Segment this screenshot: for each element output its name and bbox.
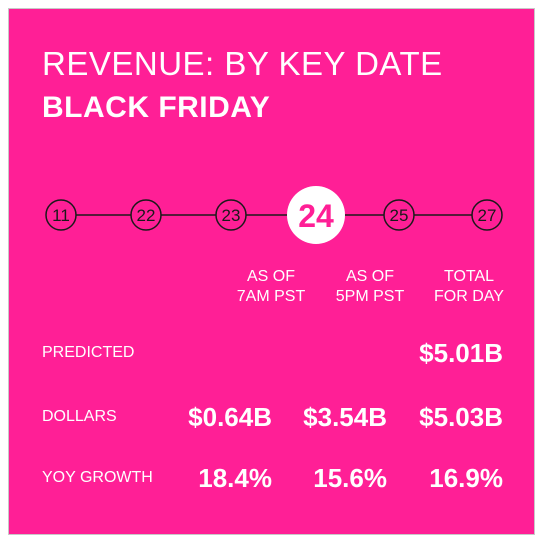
date-label-24: 24 bbox=[298, 198, 334, 234]
date-node-23 bbox=[215, 199, 247, 231]
date-node-11 bbox=[45, 199, 77, 231]
page-subtitle: BLACK FRIDAY bbox=[42, 91, 271, 124]
predicted-total-value: $5.01B bbox=[419, 338, 503, 368]
dollars-5pm-value: $3.54B bbox=[303, 402, 387, 432]
row-label-dollars: DOLLARS bbox=[42, 408, 117, 425]
date-timeline: 11 22 23 24 25 27 bbox=[45, 186, 503, 244]
dollars-7am-value: $0.64B bbox=[188, 402, 272, 432]
yoy-total-value: 16.9% bbox=[429, 463, 503, 493]
date-label-22: 22 bbox=[137, 206, 156, 225]
row-label-yoy-growth: YOY GROWTH bbox=[42, 469, 153, 486]
date-label-27: 27 bbox=[478, 206, 497, 225]
date-node-25 bbox=[383, 199, 415, 231]
page-title: REVENUE: BY KEY DATE bbox=[42, 45, 443, 82]
yoy-7am-value: 18.4% bbox=[198, 463, 272, 493]
date-node-22 bbox=[130, 199, 162, 231]
date-node-24-highlighted bbox=[287, 186, 345, 244]
date-label-23: 23 bbox=[222, 206, 241, 225]
column-header-7am: AS OF 7AM PST bbox=[236, 268, 306, 305]
column-header-total: TOTAL FOR DAY bbox=[434, 268, 504, 305]
date-label-25: 25 bbox=[390, 206, 409, 225]
dollars-total-value: $5.03B bbox=[419, 402, 503, 432]
infographic-panel: REVENUE: BY KEY DATE BLACK FRIDAY 11 22 … bbox=[8, 8, 535, 535]
date-label-11: 11 bbox=[52, 206, 70, 225]
yoy-5pm-value: 15.6% bbox=[313, 463, 387, 493]
date-node-27 bbox=[471, 199, 503, 231]
row-label-predicted: PREDICTED bbox=[42, 344, 135, 361]
column-header-5pm: AS OF 5PM PST bbox=[335, 268, 405, 305]
